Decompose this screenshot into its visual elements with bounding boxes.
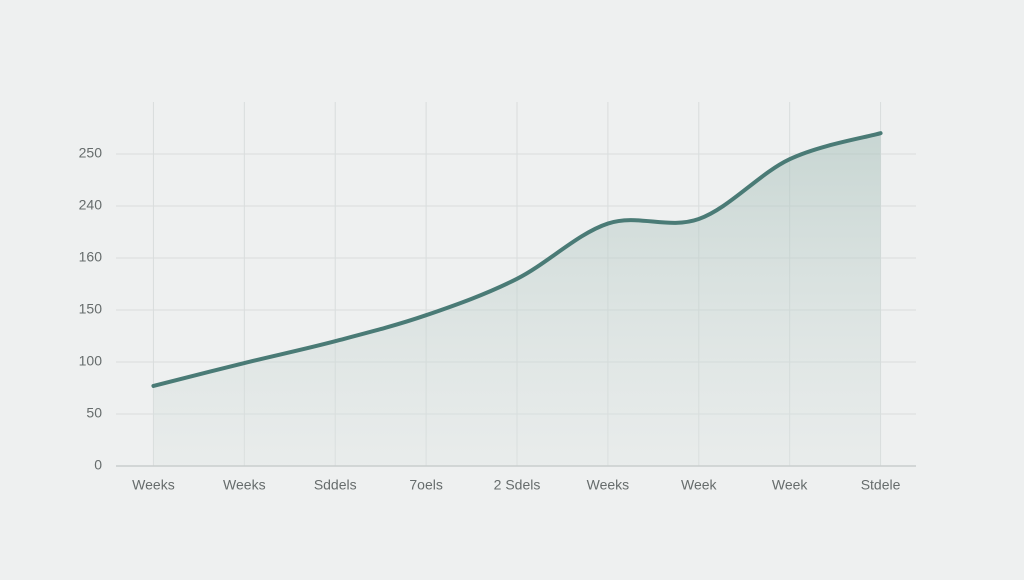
line — [151, 131, 883, 388]
y-tick-label: 100 — [79, 353, 103, 369]
x-tick-label: Week — [681, 477, 718, 493]
x-tick-label: 2 Sdels — [494, 477, 541, 493]
y-tick-label: 240 — [79, 197, 103, 213]
y-tick-label: 250 — [79, 145, 103, 161]
x-tick-label: 7oels — [409, 477, 442, 493]
x-tick-label: Weeks — [223, 477, 266, 493]
area — [153, 133, 881, 466]
y-tick-label: 160 — [79, 249, 103, 265]
x-tick-label: Stdele — [861, 477, 901, 493]
y-tick-label: 0 — [94, 457, 102, 473]
x-tick-label: Sddels — [314, 477, 357, 493]
x-tick-label: Weeks — [587, 477, 630, 493]
x-tick-label: Week — [772, 477, 809, 493]
y-tick-label: 150 — [79, 301, 103, 317]
y-tick-label: 50 — [86, 405, 102, 421]
x-tick-label: Weeks — [132, 477, 175, 493]
